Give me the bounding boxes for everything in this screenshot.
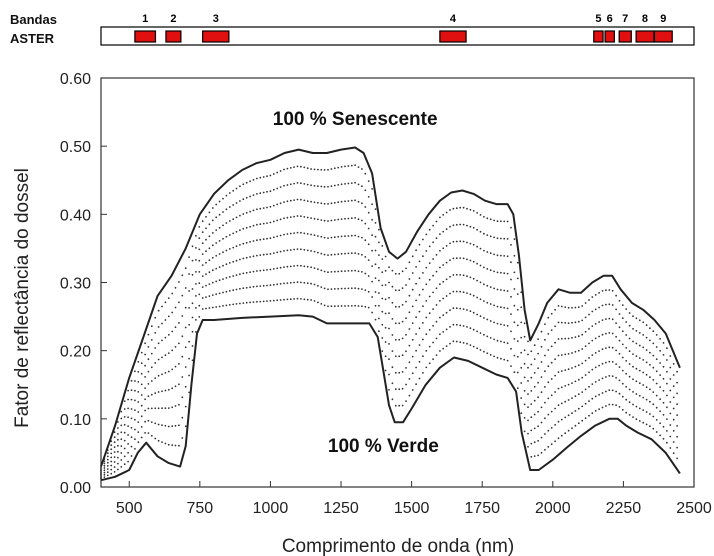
aster-band-5 [593, 30, 604, 43]
y-tick-label: 0.50 [60, 139, 91, 156]
x-tick-label: 2000 [535, 500, 571, 517]
senescent-annotation: 100 % Senescente [273, 109, 438, 130]
green-annotation: 100 % Verde [328, 436, 439, 457]
aster-band-label-6: 6 [607, 13, 613, 25]
intermediate-series-dots [100, 164, 679, 480]
aster-band-2 [165, 30, 182, 43]
aster-band-label-8: 8 [642, 13, 648, 25]
y-tick-label: 0.40 [60, 207, 91, 224]
senescent-curve [100, 146, 681, 467]
x-tick-label: 750 [186, 500, 213, 517]
y-tick-label: 0.30 [60, 276, 91, 293]
x-axis-label: Comprimento de onda (nm) [282, 536, 514, 556]
x-tick-label: 500 [116, 500, 143, 517]
aster-band-label-9: 9 [660, 13, 666, 25]
intermediate-series-2 [100, 281, 679, 479]
x-tick-label: 2500 [676, 500, 712, 517]
annotations: 100 % Senescente 100 % Verde [273, 109, 439, 457]
aster-band-label-5: 5 [595, 13, 601, 25]
aster-band-3 [202, 30, 230, 43]
aster-band-4 [439, 30, 467, 43]
aster-band-label-7: 7 [622, 13, 628, 25]
aster-band-label-4: 4 [450, 13, 457, 25]
boundary-curves [100, 146, 681, 482]
x-tick-label: 1250 [323, 500, 359, 517]
y-axis-ticks: 0.00 0.10 0.20 0.30 0.40 0.50 0.60 [60, 71, 107, 497]
aster-band-7 [618, 30, 632, 43]
intermediate-series-9 [100, 164, 679, 469]
x-tick-label: 2250 [606, 500, 642, 517]
x-tick-label: 1500 [394, 500, 430, 517]
y-tick-label: 0.00 [60, 480, 91, 497]
aster-band-strip [100, 26, 695, 46]
intermediate-series-3 [100, 264, 679, 477]
intermediate-series-1 [100, 297, 679, 480]
aster-band-label-2: 2 [170, 13, 176, 25]
green-curve [100, 314, 681, 482]
y-tick-label: 0.60 [60, 71, 91, 88]
intermediate-series-4 [100, 248, 679, 476]
intermediate-series-6 [100, 215, 679, 473]
aster-band-6 [604, 30, 615, 43]
aster-band-label-3: 3 [213, 13, 219, 25]
aster-band-9 [653, 30, 673, 43]
aster-band-1 [134, 30, 157, 43]
x-axis-ticks: 500 750 1000 1250 1500 1750 2000 2250 2500 [116, 481, 712, 517]
bands-header-line1: Bandas [10, 12, 57, 27]
y-tick-label: 0.10 [60, 412, 91, 429]
intermediate-series-7 [100, 198, 679, 472]
intermediate-series-8 [100, 181, 679, 471]
x-tick-label: 1000 [253, 500, 289, 517]
aster-band-8 [635, 30, 655, 43]
x-tick-label: 1750 [464, 500, 500, 517]
bands-header-line2: ASTER [10, 31, 55, 46]
plot-frame [100, 77, 695, 488]
intermediate-series-5 [100, 231, 679, 475]
y-axis-label: Fator de reflectância do dossel [12, 168, 33, 428]
y-tick-label: 0.20 [60, 344, 91, 361]
aster-band-label-1: 1 [142, 13, 148, 25]
